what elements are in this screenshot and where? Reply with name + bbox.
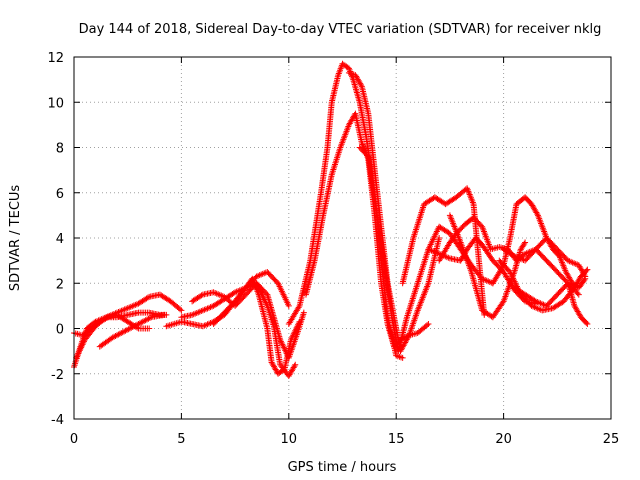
data-point: [296, 318, 303, 325]
data-point: [178, 307, 185, 314]
series-arc3: [73, 311, 153, 361]
y-tick-label: 6: [56, 187, 64, 202]
data-marks: [71, 60, 591, 380]
grid-lines: [74, 57, 611, 419]
x-tick-label: 15: [388, 432, 405, 447]
data-point: [177, 306, 184, 313]
series-arc8: [178, 280, 299, 380]
y-tick-label: 12: [47, 51, 64, 66]
data-point: [146, 314, 153, 321]
x-tick-label: 20: [495, 432, 512, 447]
y-tick-label: -4: [51, 413, 64, 428]
x-tick-label: 0: [70, 432, 78, 447]
data-point: [230, 290, 237, 297]
data-point: [358, 81, 365, 88]
series-arc4: [96, 311, 168, 350]
data-point: [146, 325, 153, 332]
x-tick-label: 25: [603, 432, 620, 447]
data-point: [161, 311, 168, 318]
data-point: [144, 294, 151, 301]
y-tick-label: 8: [56, 142, 64, 157]
data-point: [291, 363, 298, 370]
x-tick-label: 10: [281, 432, 298, 447]
data-point: [424, 322, 431, 329]
data-point: [300, 309, 307, 316]
data-point: [198, 292, 205, 299]
series-arc10: [302, 110, 432, 350]
x-tick-label: 5: [177, 432, 185, 447]
y-tick-label: 10: [47, 96, 64, 111]
data-point: [399, 354, 406, 361]
y-tick-label: 4: [56, 232, 64, 247]
data-point: [425, 320, 432, 327]
data-point: [285, 302, 292, 309]
y-tick-label: 0: [56, 323, 64, 338]
data-point: [101, 315, 108, 322]
data-point: [292, 361, 299, 368]
y-tick-label: 2: [56, 277, 64, 292]
series-arc7: [210, 275, 303, 377]
y-tick-label: -2: [51, 368, 64, 383]
y-axis-label: SDTVAR / TECUs: [8, 185, 23, 292]
x-axis-label: GPS time / hours: [288, 460, 397, 475]
chart-title: Day 144 of 2018, Sidereal Day-to-day VTE…: [79, 22, 602, 37]
